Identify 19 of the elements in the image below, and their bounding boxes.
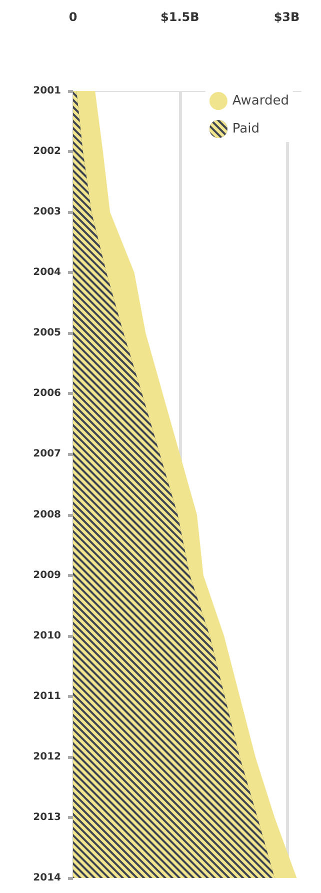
x-tick-label: $3B [274,10,300,24]
y-tick-label: 2001 [33,86,62,96]
y-tick-label: 2003 [33,206,62,218]
legend-label: Awarded [232,94,290,108]
y-tick-label: 2002 [33,146,62,158]
y-tick-label: 2008 [33,509,62,520]
y-tick-label: 2005 [33,328,62,339]
x-tick-label: $1.5B [160,10,200,24]
y-tick-label: 2006 [33,388,62,400]
x-tick-label: 0 [68,10,78,24]
y-tick-label: 2014 [33,872,62,884]
y-tick-label: 2013 [33,812,62,823]
y-tick-label: 2007 [33,448,62,460]
y-tick-label: 2004 [33,267,62,278]
y-tick-label: 2009 [33,570,62,581]
y-tick-label: 2010 [33,630,62,642]
y-tick-label: 2012 [33,751,62,762]
y-tick-label: 2011 [33,690,62,702]
legend-label: Paid [232,122,260,136]
